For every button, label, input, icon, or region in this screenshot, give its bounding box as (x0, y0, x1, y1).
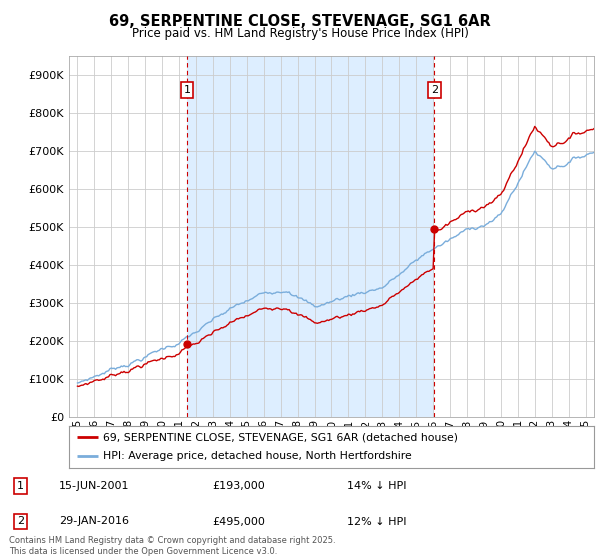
Text: 1: 1 (184, 85, 190, 95)
Text: Price paid vs. HM Land Registry's House Price Index (HPI): Price paid vs. HM Land Registry's House … (131, 27, 469, 40)
Text: HPI: Average price, detached house, North Hertfordshire: HPI: Average price, detached house, Nort… (103, 451, 412, 461)
Text: 15-JUN-2001: 15-JUN-2001 (59, 481, 130, 491)
Text: 2: 2 (431, 85, 438, 95)
Text: 12% ↓ HPI: 12% ↓ HPI (347, 516, 407, 526)
Text: Contains HM Land Registry data © Crown copyright and database right 2025.
This d: Contains HM Land Registry data © Crown c… (9, 536, 335, 556)
Text: £495,000: £495,000 (212, 516, 265, 526)
Text: 1: 1 (17, 481, 24, 491)
Text: 2: 2 (17, 516, 24, 526)
Text: £193,000: £193,000 (212, 481, 265, 491)
Text: 69, SERPENTINE CLOSE, STEVENAGE, SG1 6AR: 69, SERPENTINE CLOSE, STEVENAGE, SG1 6AR (109, 14, 491, 29)
Text: 69, SERPENTINE CLOSE, STEVENAGE, SG1 6AR (detached house): 69, SERPENTINE CLOSE, STEVENAGE, SG1 6AR… (103, 432, 458, 442)
Text: 29-JAN-2016: 29-JAN-2016 (59, 516, 129, 526)
Bar (187, 56, 434, 417)
Text: 14% ↓ HPI: 14% ↓ HPI (347, 481, 407, 491)
